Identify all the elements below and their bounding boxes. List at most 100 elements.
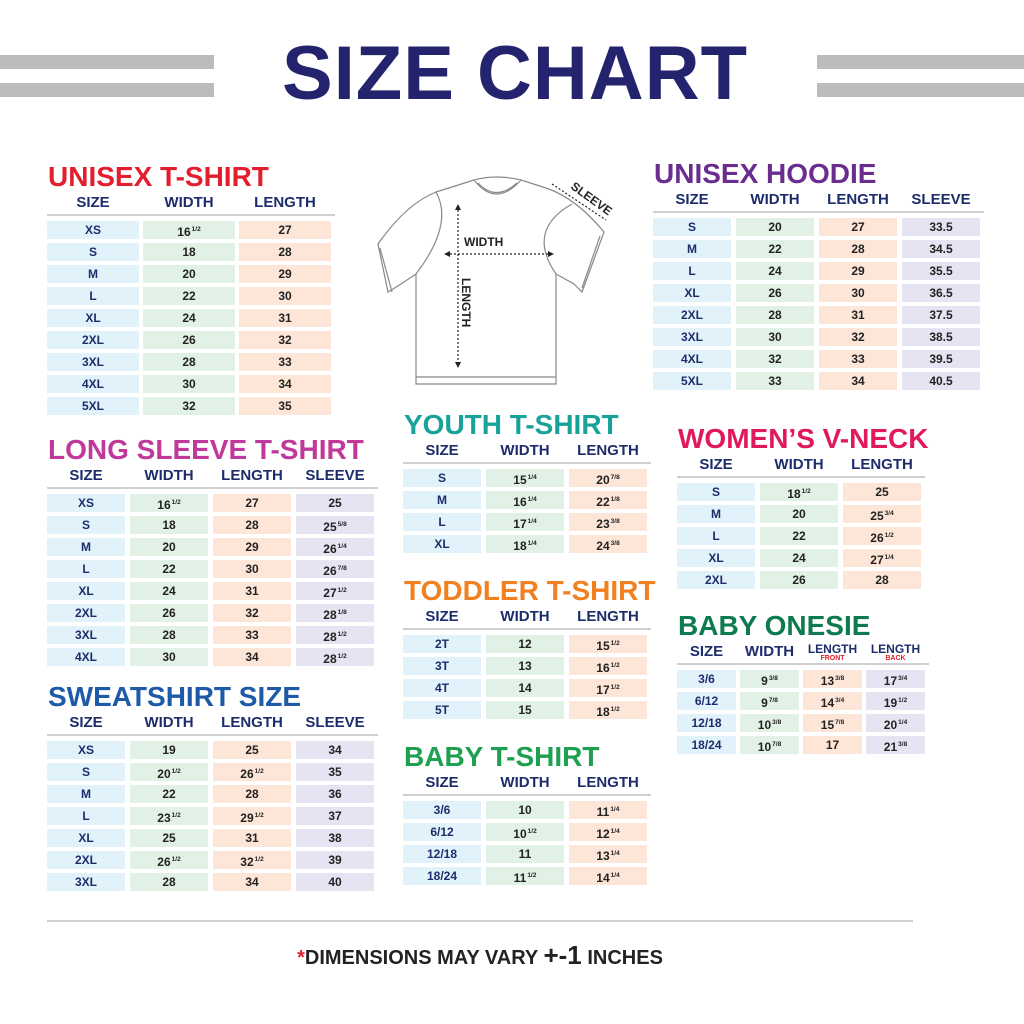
column-header: WIDTH: [130, 467, 208, 487]
table-title: WOMEN’S V-NECK: [678, 423, 929, 454]
header-row: SIZE WIDTH LENGTH: [47, 194, 335, 216]
table-cell: 181/2: [569, 701, 647, 719]
table-cell: 201/4: [866, 714, 925, 732]
column-header: LENGTH: [213, 714, 291, 734]
header-row: SIZE WIDTH LENGTH SLEEVE: [47, 714, 378, 736]
table-baby-tshirt: BABY T-SHIRT SIZE WIDTH LENGTH 3/6 10 111/4 6/1…: [403, 740, 651, 889]
table-row: 4XL 30 34: [47, 375, 335, 397]
table-cell: 93/8: [740, 670, 799, 688]
table-row: 3/6 10 111/4: [403, 801, 651, 823]
table-row: M 20 29 261/4: [47, 538, 378, 560]
table-cell: 36: [296, 785, 374, 803]
table-cell: 39: [296, 851, 374, 869]
table-cell: 107/8: [740, 736, 799, 754]
table-cell: 30: [819, 284, 897, 302]
table-cell: 267/8: [296, 560, 374, 578]
table-cell: 24: [143, 309, 235, 327]
table-cell: 34: [213, 873, 291, 891]
table-cell: M: [403, 491, 481, 509]
column-header-label: LENGTH: [577, 608, 639, 625]
table-row: XL 181/4 243/8: [403, 535, 651, 557]
footer-unit: INCHES: [581, 947, 663, 969]
table-cell: L: [47, 560, 125, 578]
column-header: SIZE: [677, 643, 736, 663]
table-cell: 28: [130, 873, 208, 891]
table-cell: 33: [736, 372, 814, 390]
table-row: S 201/2 261/2 35: [47, 763, 378, 785]
column-header-label: WIDTH: [774, 456, 824, 473]
column-header: LENGTH BACK: [866, 643, 925, 663]
column-header-label: SLEEVE: [305, 467, 365, 484]
table-row: M 20 29: [47, 265, 335, 287]
column-header: LENGTH: [569, 442, 647, 462]
table-womens-vneck: WOMEN’S V-NECK SIZE WIDTH LENGTH S 181/2 25 M 20…: [677, 422, 928, 593]
table-row: XL 26 30 36.5: [653, 284, 984, 306]
column-header: WIDTH: [143, 194, 235, 214]
table-row: XS 19 25 34: [47, 741, 378, 763]
column-header: WIDTH: [486, 774, 564, 794]
column-header-label: WIDTH: [500, 774, 550, 791]
table-cell: 34: [213, 648, 291, 666]
table-cell: 3/6: [403, 801, 481, 819]
table-cell: 10: [486, 801, 564, 819]
table-cell: 103/8: [740, 714, 799, 732]
table-cell: 33.5: [902, 218, 980, 236]
column-header-label: WIDTH: [500, 442, 550, 459]
table-row: 18/24 111/2 141/4: [403, 867, 651, 889]
table-cell: 30: [130, 648, 208, 666]
table-cell: M: [47, 538, 125, 556]
length-label: LENGTH: [459, 278, 473, 327]
column-header-label: LENGTH: [577, 442, 639, 459]
table-cell: 13: [486, 657, 564, 675]
column-header: SIZE: [47, 194, 139, 214]
table-cell: 111/4: [569, 801, 647, 819]
table-cell: 37.5: [902, 306, 980, 324]
table-cell: 271/2: [296, 582, 374, 600]
table-cell: 26: [760, 571, 838, 589]
table-cell: XS: [47, 494, 125, 512]
column-header: SIZE: [47, 714, 125, 734]
table-cell: 161/2: [143, 221, 235, 239]
table-cell: 5XL: [653, 372, 731, 390]
table-cell: 151/2: [569, 635, 647, 653]
table-row: 3/6 93/8 133/8 173/4: [677, 670, 929, 692]
table-cell: 22: [130, 785, 208, 803]
table-cell: 28: [130, 626, 208, 644]
table-cell: 15: [486, 701, 564, 719]
table-toddler-tshirt: TODDLER T-SHIRT SIZE WIDTH LENGTH 2T 12 151/2 3…: [403, 574, 655, 723]
table-cell: 28: [143, 353, 235, 371]
table-cell: S: [47, 516, 125, 534]
table-cell: 18: [143, 243, 235, 261]
table-baby-onesie: BABY ONESIE SIZE WIDTH LENGTH FRONT LENGTH BAC…: [677, 609, 929, 758]
page-title: SIZE CHART: [282, 31, 748, 116]
table-cell: 12: [486, 635, 564, 653]
table-cell: 33: [819, 350, 897, 368]
table-cell: 161/4: [486, 491, 564, 509]
table-cell: 34.5: [902, 240, 980, 258]
table-title: LONG SLEEVE T-SHIRT: [48, 434, 364, 465]
table-cell: L: [677, 527, 755, 545]
column-header: LENGTH: [843, 456, 921, 476]
table-cell: 3/6: [677, 670, 736, 688]
column-header: SIZE: [677, 456, 755, 476]
table-row: L 22 30: [47, 287, 335, 309]
column-header-label: LENGTH: [807, 642, 858, 656]
table-cell: 281/2: [296, 626, 374, 644]
column-header: SIZE: [653, 191, 731, 211]
table-row: S 151/4 207/8: [403, 469, 651, 491]
table-row: 2XL 26 32: [47, 331, 335, 353]
table-cell: 281/2: [296, 648, 374, 666]
column-header: WIDTH: [486, 442, 564, 462]
column-header-label: LENGTH: [577, 774, 639, 791]
decorative-bar-left-bottom: [0, 83, 214, 97]
table-cell: 18/24: [677, 736, 736, 754]
table-row: 3XL 28 33: [47, 353, 335, 375]
table-row: L 22 30 267/8: [47, 560, 378, 582]
table-row: 4XL 32 33 39.5: [653, 350, 984, 372]
column-header-label: WIDTH: [144, 714, 194, 731]
table-cell: 2XL: [653, 306, 731, 324]
table-row: 2XL 28 31 37.5: [653, 306, 984, 328]
table-cell: 281/8: [296, 604, 374, 622]
table-cell: XL: [677, 549, 755, 567]
column-header: LENGTH: [569, 774, 647, 794]
